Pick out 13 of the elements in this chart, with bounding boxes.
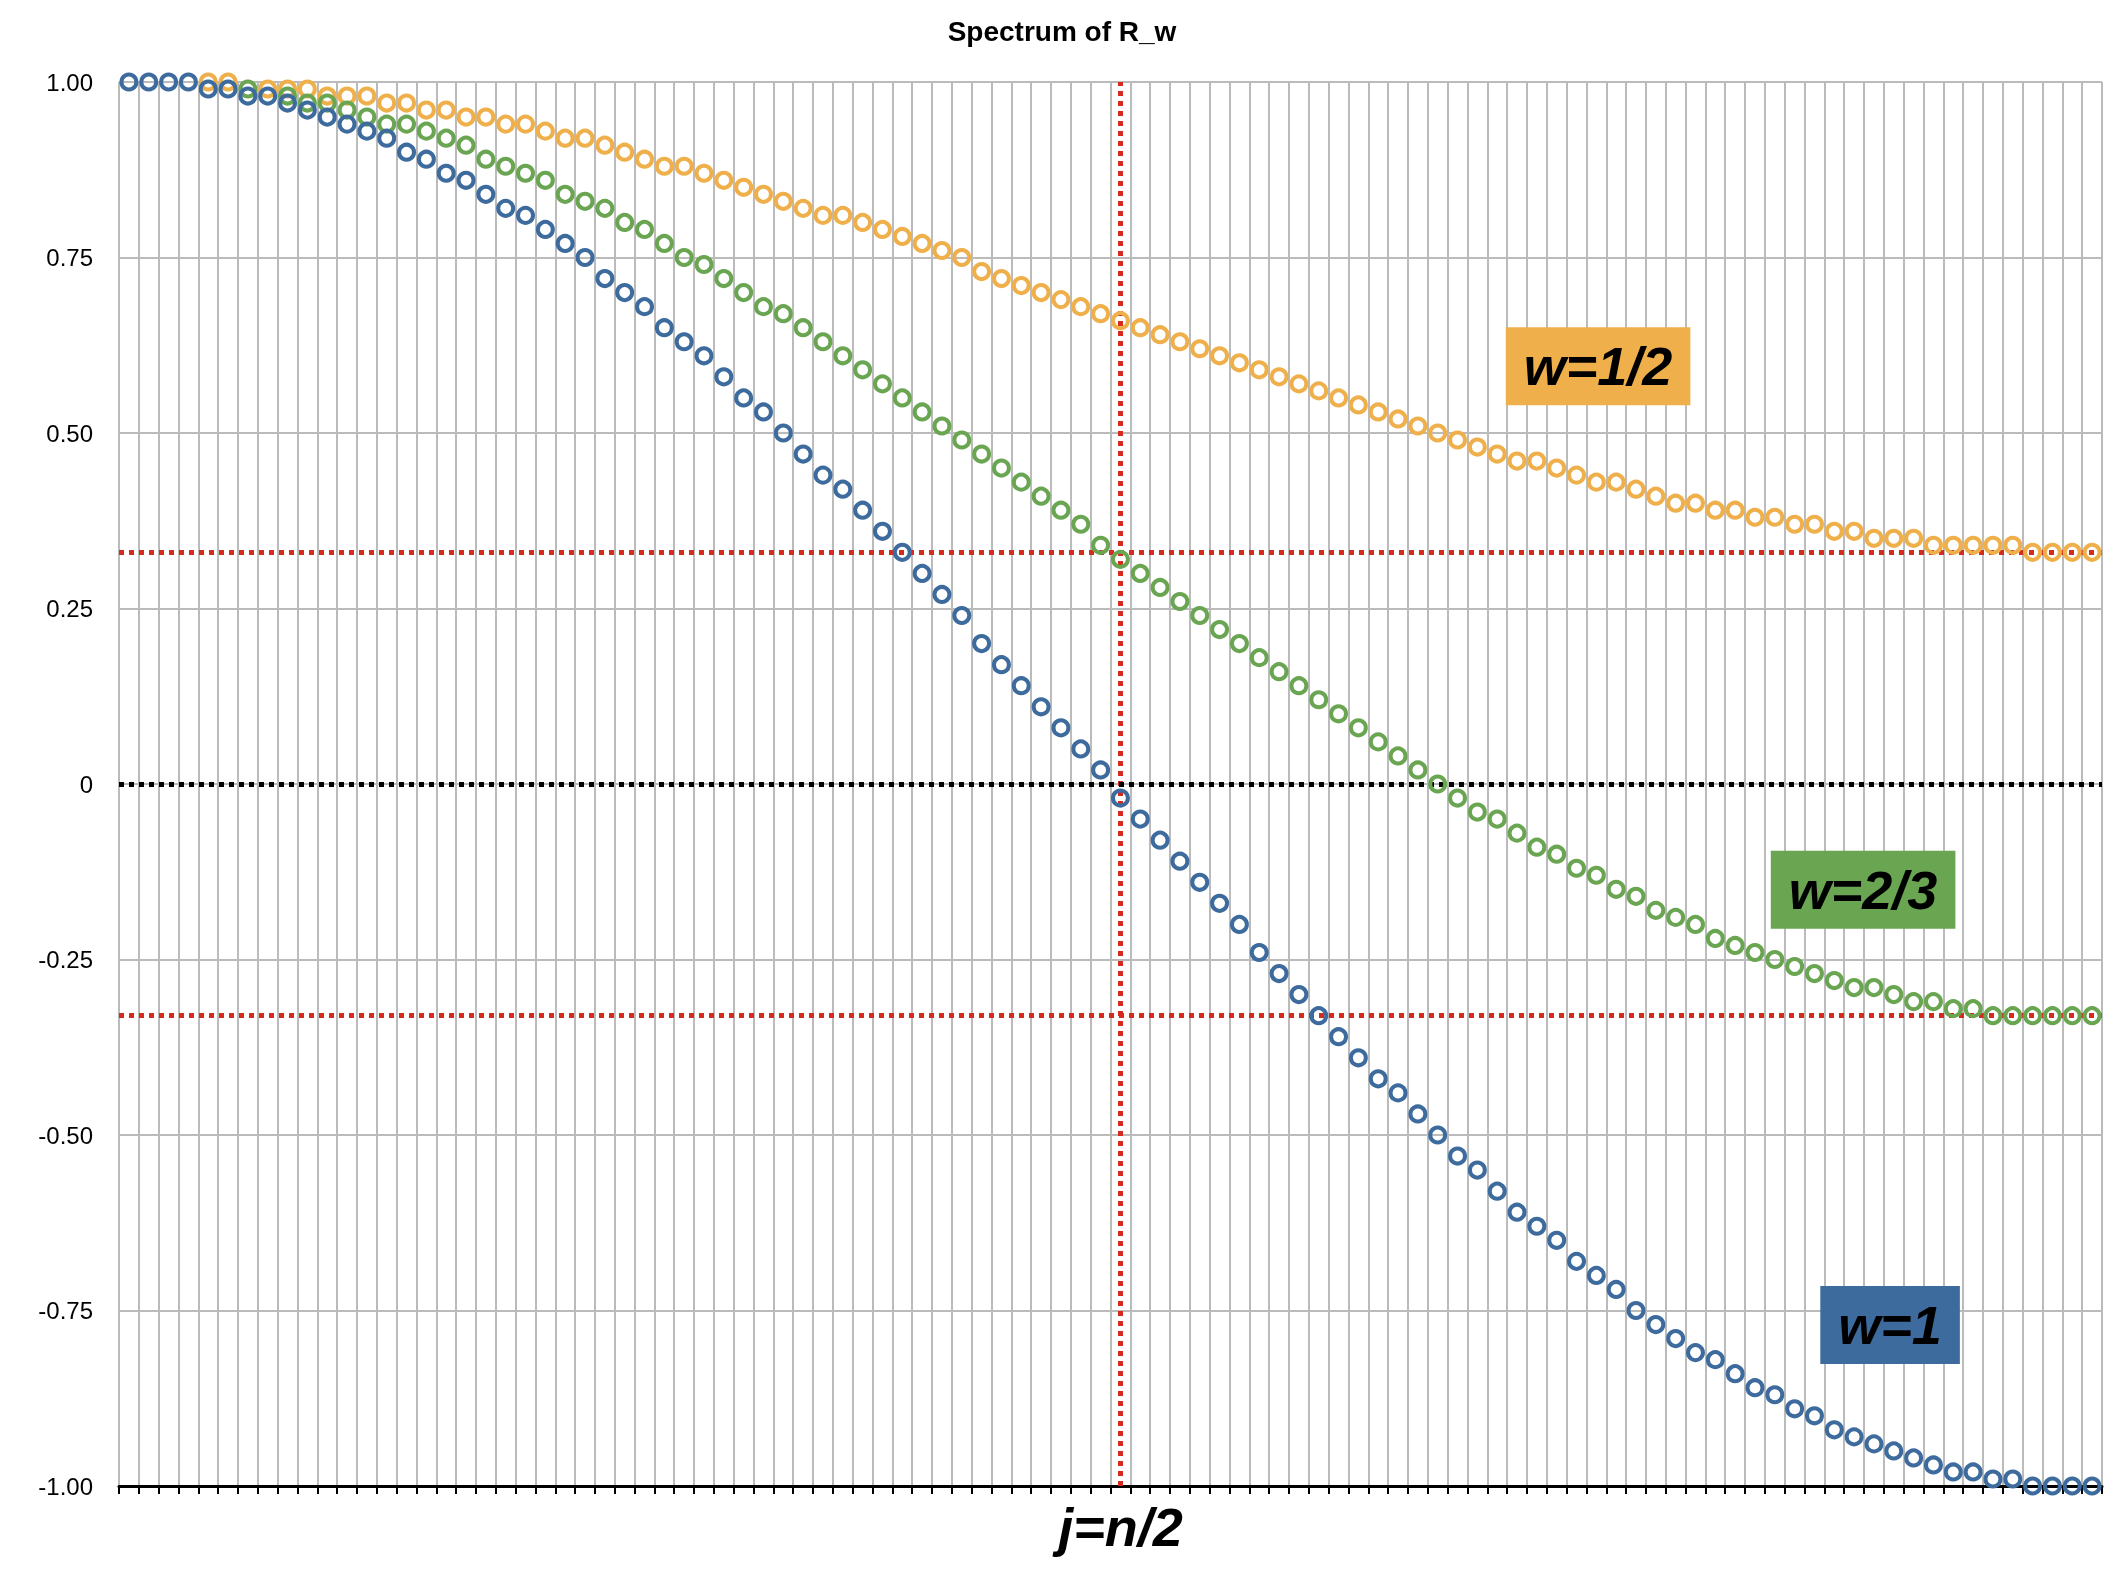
y-tick-label: -0.75 xyxy=(38,1297,93,1324)
y-tick-label: -0.25 xyxy=(38,946,93,973)
series-label: w=1/2 xyxy=(1523,336,1673,397)
y-tick-label: -0.50 xyxy=(38,1121,93,1149)
series-label: w=2/3 xyxy=(1788,859,1938,920)
y-tick-label: 0.50 xyxy=(46,419,93,447)
y-tick-label: -1.00 xyxy=(38,1472,93,1500)
y-tick-label: 1.00 xyxy=(46,68,93,96)
series-label: w=1 xyxy=(1838,1295,1942,1355)
y-tick-label: 0 xyxy=(79,770,93,798)
chart-title: Spectrum of R_w xyxy=(947,15,1177,47)
y-tick-label: 0.75 xyxy=(46,244,93,271)
y-tick-label: 0.25 xyxy=(46,595,93,622)
